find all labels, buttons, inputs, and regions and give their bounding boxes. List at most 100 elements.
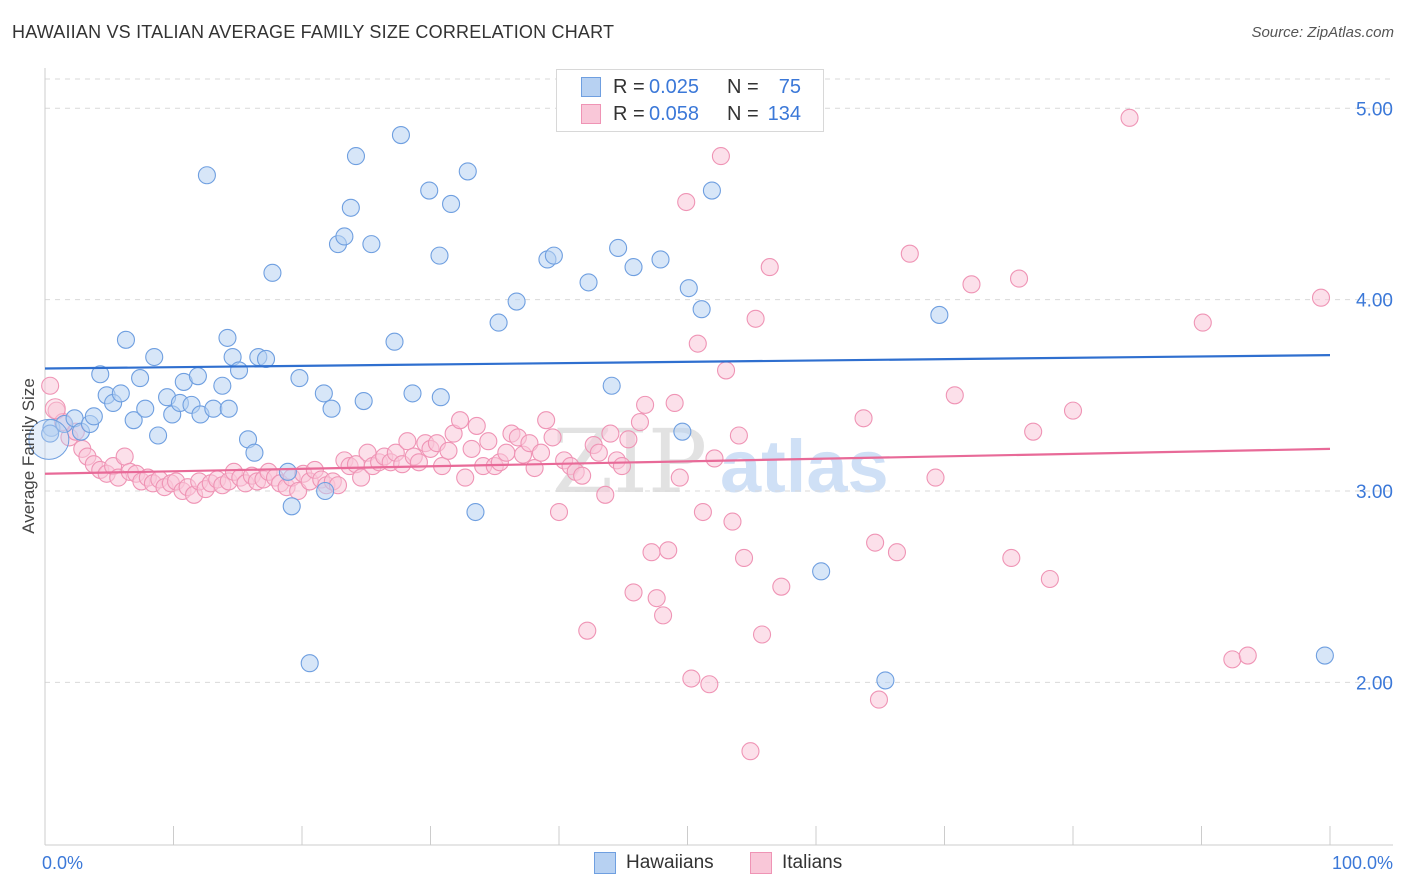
italians-point (926, 468, 945, 487)
n-label: N = (727, 102, 759, 125)
hawaiians-point (507, 292, 526, 311)
grid-lines (45, 78, 1393, 683)
italians-point (549, 502, 569, 522)
hawaiians-point (322, 399, 341, 418)
italians-point (41, 376, 60, 395)
italians-point (1040, 569, 1059, 589)
italians-point (525, 458, 544, 478)
hawaiians-point (116, 330, 136, 349)
hawaiians-point (204, 399, 223, 418)
legend-item-italians[interactable]: Italians (750, 852, 842, 874)
italians-point (900, 244, 919, 263)
hawaiians-point (188, 367, 207, 386)
italians-point (688, 334, 707, 353)
hawaiians-point (692, 300, 711, 319)
italians-point (601, 424, 620, 443)
hawaiians-point (213, 376, 232, 395)
italians-point (115, 447, 134, 466)
italians-point (456, 468, 475, 487)
source-label: Source: ZipAtlas.com (1251, 24, 1394, 41)
axes (44, 68, 1393, 846)
hawaiians-point (290, 369, 309, 388)
hawaiians-point (91, 365, 110, 384)
hawaiians-point (544, 246, 563, 265)
hawaiians-point (579, 273, 598, 292)
italians-swatch (581, 104, 601, 124)
italians-point (451, 411, 470, 430)
y-axis-label: Average Family Size (19, 378, 38, 534)
italians-point (1223, 650, 1242, 669)
italians-point (887, 543, 907, 562)
hawaiians-point (624, 258, 643, 277)
italians-point (741, 742, 760, 761)
italians-point (1120, 108, 1139, 127)
hawaiians-cluster-point (28, 418, 70, 460)
italians-point (1002, 548, 1021, 568)
hawaiians-point (278, 462, 297, 481)
trend-lines (44, 354, 1331, 475)
italians-point (497, 443, 516, 462)
hawaiians-point (300, 654, 319, 673)
italians-point (716, 361, 736, 380)
hawaiians-point (602, 376, 621, 395)
hawaiians-point (219, 399, 238, 418)
hawaiians-point (385, 332, 404, 351)
italians-point (624, 583, 643, 602)
hawaiians-point (431, 388, 450, 407)
y-tick-label: 5.00 (1356, 99, 1393, 120)
hawaiians-point (609, 238, 628, 258)
stats-row-hawaiians: R = 0.025 N = 75 (581, 74, 801, 100)
watermark-atlas: atlas (720, 425, 889, 508)
italians-point (352, 468, 371, 487)
italians-point (537, 411, 556, 430)
hawaiians-point (314, 384, 333, 403)
italians-point (1063, 401, 1083, 420)
italians-point (752, 625, 772, 644)
hawaiians-point (466, 502, 485, 522)
italians-point (729, 426, 748, 445)
hawaiians-point (131, 369, 150, 388)
italians-point (1193, 313, 1212, 332)
italians-point (1238, 646, 1257, 665)
hawaiians-point (111, 384, 130, 403)
italians-point (531, 443, 551, 462)
hawaiians-point (145, 347, 164, 367)
y-tick-labels: 2.00 3.00 4.00 5.00 (1356, 99, 1393, 694)
series-legend: Hawaiians Italians (0, 852, 1406, 876)
hawaiians-point (679, 279, 698, 298)
italians-point (760, 258, 779, 277)
italians-point (670, 468, 689, 487)
legend-label-hawaiians: Hawaiians (626, 852, 714, 873)
italians-point (734, 548, 754, 568)
y-tick-label: 4.00 (1356, 291, 1393, 312)
r-label: R = (613, 102, 645, 125)
x-tick-label-max: 100.0% (1332, 853, 1393, 873)
italians-point (677, 192, 696, 212)
hawaiians-point (812, 562, 831, 581)
italians-point (619, 430, 638, 449)
italians-point (869, 690, 889, 709)
y-tick-label: 2.00 (1356, 673, 1393, 694)
hawaiians-point (391, 126, 410, 145)
hawaiians-point (124, 411, 143, 430)
hawaiians-point (335, 227, 354, 246)
hawaiians-point (930, 305, 949, 324)
italians-point (596, 485, 615, 504)
hawaiians-point (256, 349, 276, 369)
y-tick-label: 3.00 (1356, 482, 1393, 503)
series-italians (41, 108, 1331, 761)
stats-legend: R = 0.025 N = 75 R = 0.058 N = 134 (556, 69, 824, 132)
legend-item-hawaiians[interactable]: Hawaiians (594, 852, 714, 874)
italians-point (700, 675, 719, 694)
italians-point (636, 395, 655, 414)
hawaiians-point (458, 162, 477, 181)
hawaiians-point (354, 391, 373, 411)
italians-point (866, 533, 885, 552)
italians-cluster-point (44, 398, 66, 420)
italians-point (945, 386, 964, 405)
italians-point (962, 275, 981, 294)
italians-point (665, 393, 684, 413)
legend-label-italians: Italians (782, 852, 843, 873)
italians-point (654, 606, 673, 625)
hawaiians-point (218, 328, 237, 347)
